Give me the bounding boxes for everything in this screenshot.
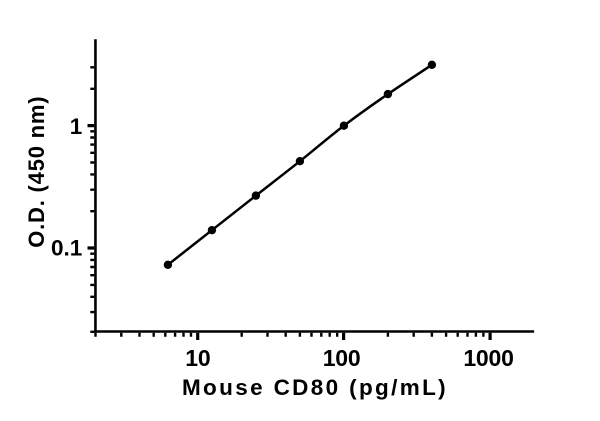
svg-text:1: 1	[70, 114, 83, 139]
svg-text:0.1: 0.1	[51, 236, 82, 261]
svg-text:O.D. (450 nm): O.D. (450 nm)	[24, 96, 49, 248]
svg-text:100: 100	[323, 345, 361, 371]
svg-text:10: 10	[185, 345, 210, 371]
svg-text:Mouse CD80 (pg/mL): Mouse CD80 (pg/mL)	[182, 375, 448, 400]
svg-text:1000: 1000	[463, 345, 513, 371]
